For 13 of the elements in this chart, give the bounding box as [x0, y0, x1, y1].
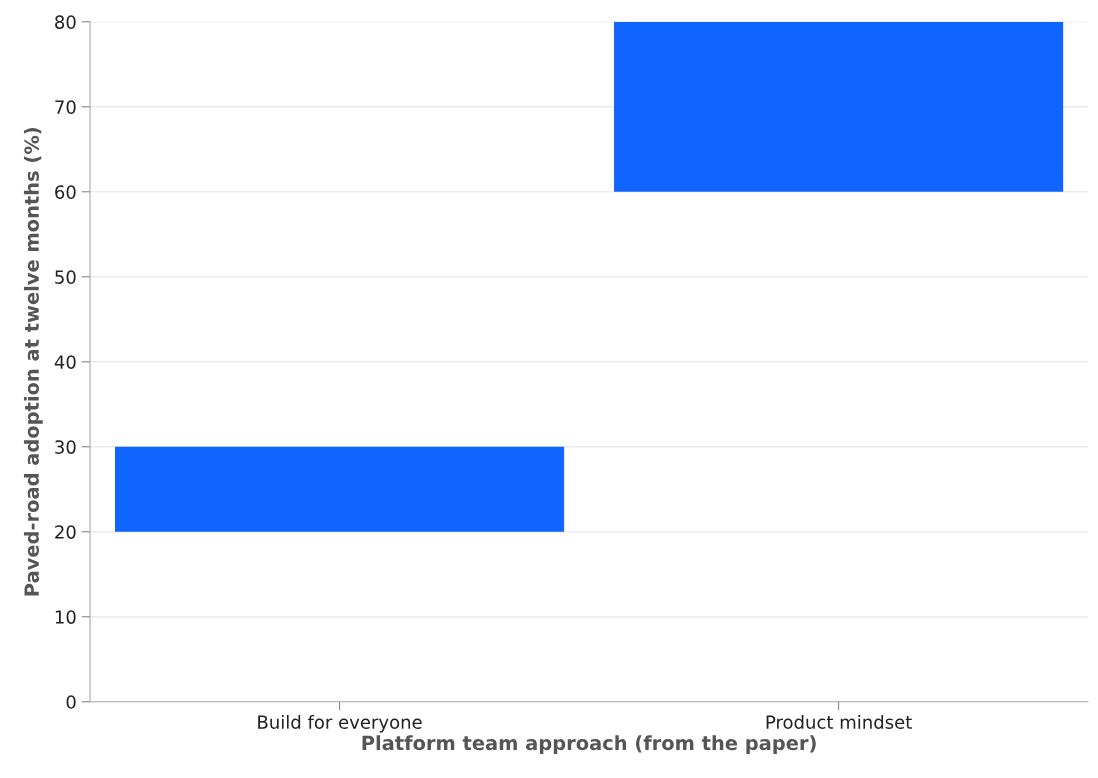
y-tick-label: 30 [55, 440, 76, 454]
x-tick-label: Product mindset [766, 714, 912, 729]
y-tick-label: 40 [54, 355, 76, 369]
y-tick-label: 20 [55, 525, 76, 539]
y-axis-title: Paved-road adoption at twelve months (%) [23, 128, 43, 596]
y-tick-label: 10 [55, 610, 76, 624]
y-tick-label: 0 [66, 695, 76, 709]
y-tick-label: 80 [55, 15, 76, 29]
y-tick-label: 70 [55, 100, 76, 114]
x-axis-title: Platform team approach (from the paper) [362, 735, 816, 755]
x-tick-label: Build for everyone [258, 714, 422, 733]
y-tick-label: 50 [55, 270, 76, 284]
y-tick-label: 60 [55, 185, 76, 199]
